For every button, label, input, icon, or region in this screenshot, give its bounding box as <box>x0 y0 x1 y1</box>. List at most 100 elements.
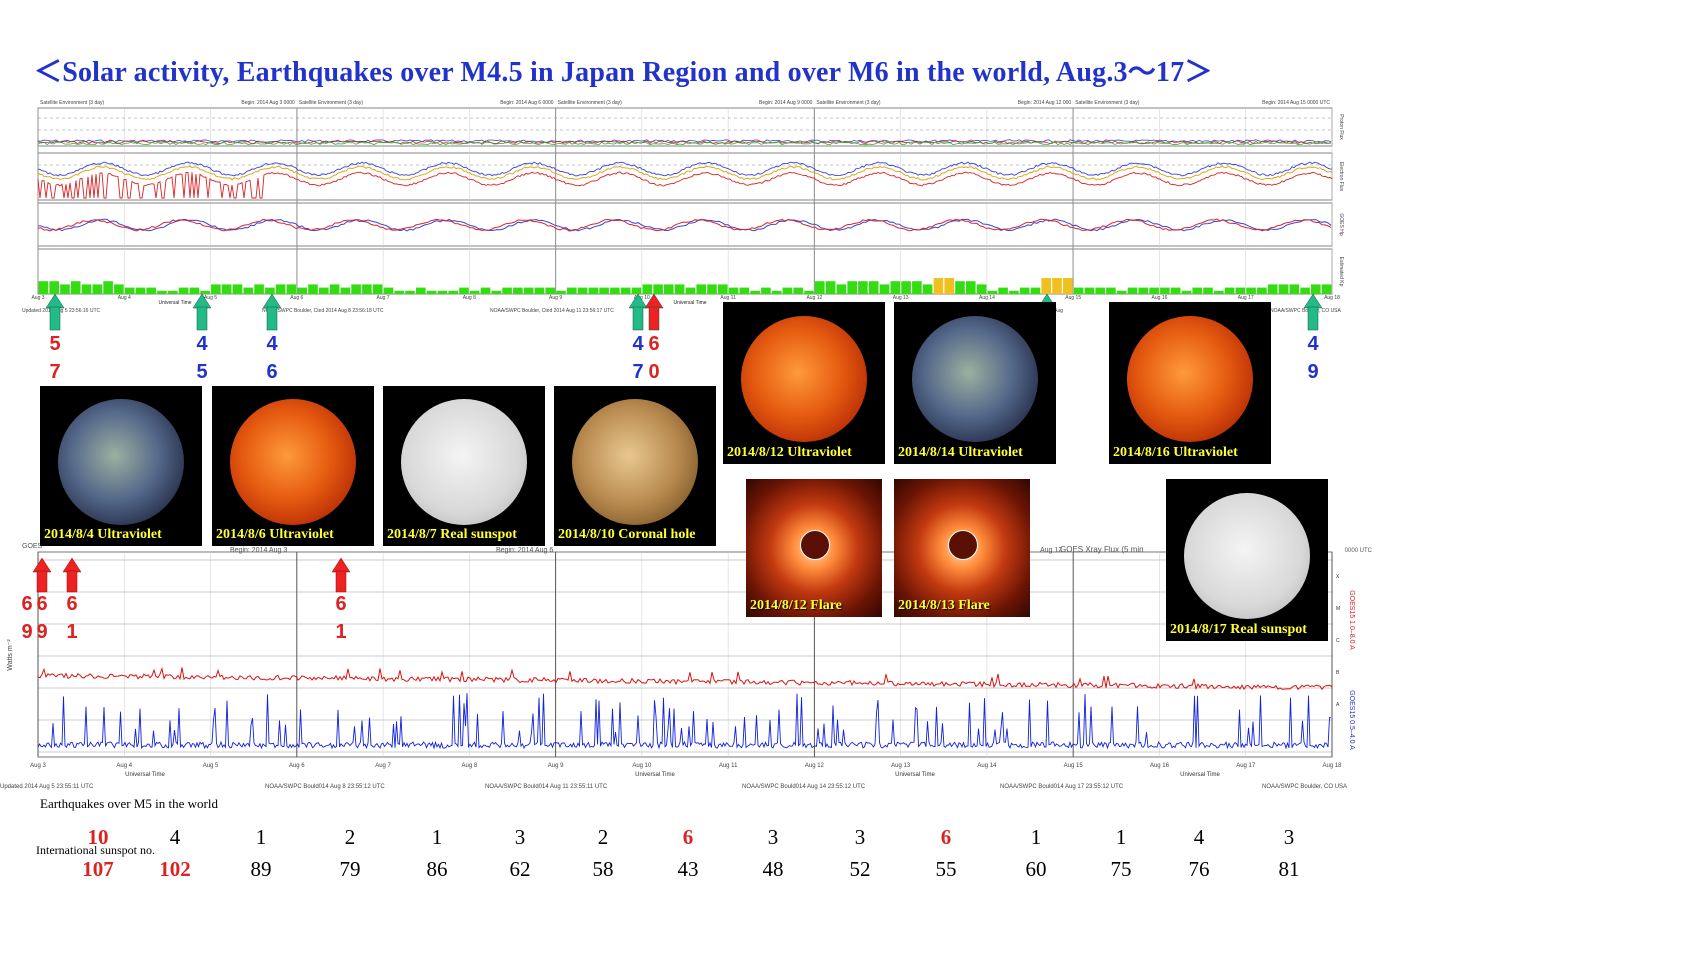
top-begin-label: Begin: 2014 Aug 3 0000 <box>241 100 295 106</box>
xray-x-tick: Aug 16 <box>1150 763 1170 769</box>
kp-bar <box>308 284 318 294</box>
kp-arrow-magnitude: 4 <box>1307 333 1319 355</box>
xray-class-label: C <box>1336 638 1340 644</box>
arrow-shaft <box>632 306 644 331</box>
kp-bar <box>1214 290 1224 294</box>
kp-bar <box>761 287 771 294</box>
top-x-tick: Aug 9 <box>549 295 562 301</box>
sunspot-count-cell: 48 <box>762 857 784 881</box>
kp-bar <box>836 284 847 294</box>
kp-bar <box>674 284 685 294</box>
kp-bar <box>620 287 631 294</box>
kp-bar <box>1267 284 1278 294</box>
electron-flux-line <box>37 171 1333 199</box>
xray-arrow-magnitude: 6 <box>21 593 33 615</box>
proton-flux-line <box>37 139 1332 143</box>
top-header-label: Satellite Environment (3 day) <box>816 100 881 106</box>
kp-bar <box>653 284 663 294</box>
sun-image-caption: 2014/8/16 Ultraviolet <box>1113 445 1238 460</box>
xray-header: GOES Xray Flux (5 min <box>1060 545 1144 554</box>
sun-image-caption: 2014/8/12 Ultraviolet <box>727 445 852 460</box>
xray-x-tick: Aug 7 <box>375 763 391 769</box>
kp-bar <box>1052 278 1062 294</box>
top-header-label: Satellite Environment (3 day) <box>40 100 105 106</box>
top-begin-label: Begin: 2014 Aug 15 0000 UTC <box>1262 100 1330 106</box>
xray-arrow-magnitude: 9 <box>36 621 48 643</box>
kp-bar <box>480 287 491 294</box>
kp-bar <box>1181 290 1192 294</box>
top-row-label: GOES Hp <box>1338 213 1344 235</box>
arrow-head <box>62 557 82 573</box>
arrow-shaft <box>49 306 61 331</box>
goes-hp-line <box>37 218 1332 232</box>
top-row-frame <box>37 107 1333 147</box>
xray-class-label: B <box>1336 670 1340 676</box>
xray-x-tick: Aug 4 <box>116 763 132 769</box>
xray-universal-time: Universal Time <box>125 772 165 778</box>
kp-bar <box>49 281 59 294</box>
occulter-disk <box>800 530 830 560</box>
sun-image: 2014/8/12 Ultraviolet <box>723 302 885 464</box>
kp-bar <box>1019 287 1030 294</box>
xray-arrow-magnitude: 1 <box>335 621 347 643</box>
xray-x-tick: Aug 8 <box>461 763 477 769</box>
kp-bar <box>1192 287 1202 294</box>
kp-bar <box>1063 278 1073 294</box>
xray-universal-time: Universal Time <box>895 772 935 778</box>
kp-bar <box>340 287 351 294</box>
arrow-shaft <box>66 570 78 593</box>
kp-arrow-magnitude: 5 <box>49 333 61 355</box>
kp-bar <box>912 281 922 294</box>
xray-x-tick: Aug 17 <box>1236 763 1256 769</box>
kp-bar <box>189 287 200 294</box>
eq-count-cell: 3 <box>514 825 526 849</box>
kp-bar <box>685 287 696 294</box>
xray-arrow-magnitude: 6 <box>36 593 48 615</box>
top-x-tick: Aug 5 <box>204 295 217 301</box>
xray-begin-label: Begin: 2014 Aug 3 <box>230 547 287 554</box>
sun-image: 2014/8/6 Ultraviolet <box>212 386 374 546</box>
kp-bar <box>437 290 448 294</box>
kp-bar <box>38 281 49 294</box>
sun-image: 2014/8/12 Flare <box>746 479 882 617</box>
kp-bar <box>135 287 146 294</box>
kp-bar <box>987 290 998 294</box>
eq-count-cell: 1 <box>255 825 267 849</box>
top-x-tick: Aug 18 <box>1324 295 1340 301</box>
kp-bar <box>232 284 243 294</box>
kp-arrow-magnitude: 7 <box>49 361 61 383</box>
kp-bar <box>750 290 760 294</box>
kp-earthquake-arrow <box>192 293 212 331</box>
arrow-shaft <box>36 570 48 593</box>
top-begin-label: Begin: 2014 Aug 9 0000 <box>759 100 813 106</box>
eq-world-label: Earthquakes over M5 in the world <box>40 796 218 811</box>
xray-earthquake-arrow <box>32 557 52 593</box>
top-x-tick: Aug 6 <box>290 295 303 301</box>
kp-bar <box>416 287 426 294</box>
eq-count-cell: 4 <box>1193 825 1205 849</box>
kp-bar <box>642 284 653 294</box>
kp-bar <box>1257 287 1267 294</box>
kp-bar <box>782 287 793 294</box>
sun-image: 2014/8/7 Real sunspot <box>383 386 545 546</box>
kp-bar <box>491 290 502 294</box>
sunspot-count-cell: 86 <box>426 857 448 881</box>
kp-bar <box>1073 287 1084 294</box>
kp-bar <box>200 290 210 294</box>
kp-bar <box>631 287 642 294</box>
sun-disk <box>911 315 1039 443</box>
top-row-label: Electron Flux <box>1338 162 1344 192</box>
kp-bar <box>70 281 81 294</box>
sunspot-count-cell: 79 <box>339 857 361 881</box>
kp-bar <box>1084 287 1095 294</box>
kp-bar <box>1030 287 1041 294</box>
occulter-disk <box>948 530 978 560</box>
kp-bar <box>728 287 739 294</box>
arrow-head <box>32 557 52 573</box>
top-x-tick: Aug 12 <box>806 295 822 301</box>
kp-bar <box>1300 287 1310 294</box>
page-title: ＜Solar activity, Earthquakes over M4.5 i… <box>34 57 1213 88</box>
sunspot-count-cell: 60 <box>1025 857 1047 881</box>
arrow-head <box>45 293 65 309</box>
xray-begin-label: Begin: 2014 Aug 6 <box>496 547 553 554</box>
